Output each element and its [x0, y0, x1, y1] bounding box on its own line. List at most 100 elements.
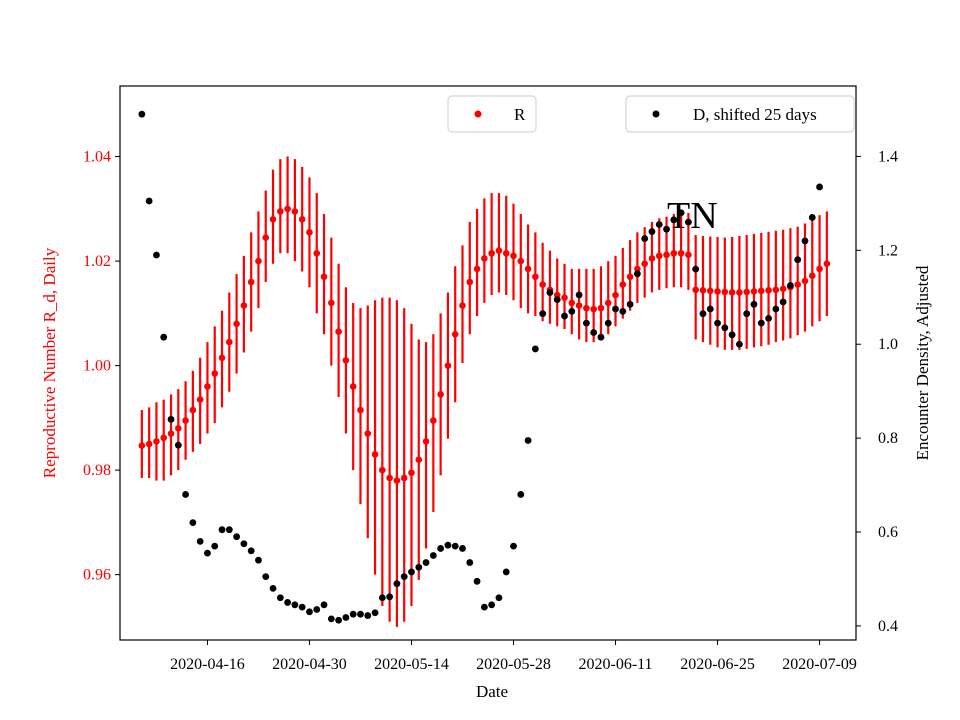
d-point — [495, 594, 503, 602]
r-point — [699, 287, 707, 294]
d-point — [429, 552, 437, 559]
d-point — [459, 545, 466, 552]
d-point — [204, 549, 211, 557]
d-point — [255, 556, 262, 564]
r-point — [728, 289, 736, 296]
d-point — [524, 437, 532, 444]
r-point — [604, 299, 612, 307]
x-tick-label: 2020-07-09 — [782, 656, 857, 673]
r-point — [772, 286, 780, 294]
right-y-tick-label: 0.4 — [878, 618, 898, 635]
d-point — [736, 340, 743, 348]
r-point — [524, 265, 532, 273]
d-point — [582, 319, 590, 327]
d-point — [262, 573, 270, 581]
r-point — [240, 302, 248, 309]
r-point — [539, 281, 546, 288]
r-point — [386, 474, 393, 482]
r-point — [670, 249, 678, 257]
r-point — [182, 417, 189, 424]
d-point — [633, 270, 641, 278]
d-point — [765, 314, 772, 322]
d-point — [378, 594, 386, 602]
r-point — [320, 273, 328, 281]
right-y-axis: 0.4 0.6 0.8 1.0 1.2 1.4 — [856, 148, 898, 635]
r-point — [459, 302, 466, 309]
left-y-axis: 0.96 0.98 1.00 1.02 1.04 — [83, 149, 120, 584]
r-point — [400, 474, 408, 482]
d-point — [218, 526, 226, 534]
d-point — [269, 584, 277, 592]
r-point — [298, 215, 306, 223]
r-point — [583, 304, 590, 312]
d-point — [648, 228, 656, 235]
d-point — [794, 256, 802, 264]
r-point — [364, 430, 372, 437]
d-points — [138, 110, 823, 624]
left-y-tick-label: 1.00 — [83, 358, 111, 375]
r-point — [284, 205, 291, 213]
d-point — [641, 235, 649, 242]
d-point — [787, 282, 794, 289]
r-point — [408, 469, 415, 477]
d-point — [510, 542, 517, 550]
d-point — [684, 218, 692, 226]
d-point — [699, 310, 707, 318]
r-point — [444, 362, 452, 369]
r-point — [422, 438, 430, 445]
x-axis: 2020-04-16 2020-04-30 2020-05-14 2020-05-28… — [170, 640, 857, 673]
r-point — [226, 338, 233, 346]
d-point — [291, 601, 299, 609]
d-point — [386, 593, 394, 601]
d-point — [488, 601, 496, 609]
r-point — [167, 430, 175, 437]
r-point — [451, 330, 459, 338]
d-point — [313, 606, 321, 613]
d-point — [626, 300, 634, 308]
r-point — [808, 272, 816, 280]
r-point — [706, 287, 714, 295]
r-point — [153, 438, 160, 445]
d-point — [757, 319, 765, 327]
legend-d-marker — [652, 110, 660, 118]
r-point — [313, 249, 321, 257]
x-axis-title: Date — [476, 682, 508, 701]
r-point — [714, 288, 721, 295]
d-point — [153, 251, 160, 259]
d-point — [211, 542, 219, 550]
state-annotation: TN — [667, 195, 718, 237]
r-point — [371, 451, 379, 458]
left-y-tick-label: 1.04 — [83, 149, 111, 166]
r-point — [291, 208, 299, 215]
r-point — [801, 277, 809, 285]
d-point — [415, 563, 423, 571]
d-point — [728, 331, 736, 339]
d-point — [451, 542, 459, 550]
right-y-tick-label: 0.6 — [878, 524, 898, 541]
right-y-tick-label: 1.4 — [878, 148, 898, 165]
d-point — [612, 305, 619, 313]
r-point — [736, 289, 743, 296]
r-point — [160, 434, 168, 442]
r-point — [379, 466, 386, 474]
r-point — [255, 257, 262, 265]
x-tick-label: 2020-04-16 — [170, 656, 245, 673]
d-point — [706, 305, 714, 313]
r-point — [196, 396, 204, 403]
r-point — [349, 383, 357, 390]
d-point — [553, 296, 561, 304]
r-point — [488, 249, 495, 257]
r-point — [393, 477, 401, 484]
r-point — [138, 442, 146, 449]
r-point — [277, 208, 284, 215]
x-tick-label: 2020-06-11 — [578, 656, 652, 673]
r-point — [634, 265, 641, 273]
r-point — [328, 299, 335, 307]
r-point — [816, 265, 823, 273]
r-point — [663, 251, 670, 259]
r-point — [575, 302, 583, 309]
right-y-axis-title: Encounter Density, Adjusted — [913, 265, 932, 460]
d-point — [816, 183, 823, 191]
d-point — [160, 333, 168, 341]
